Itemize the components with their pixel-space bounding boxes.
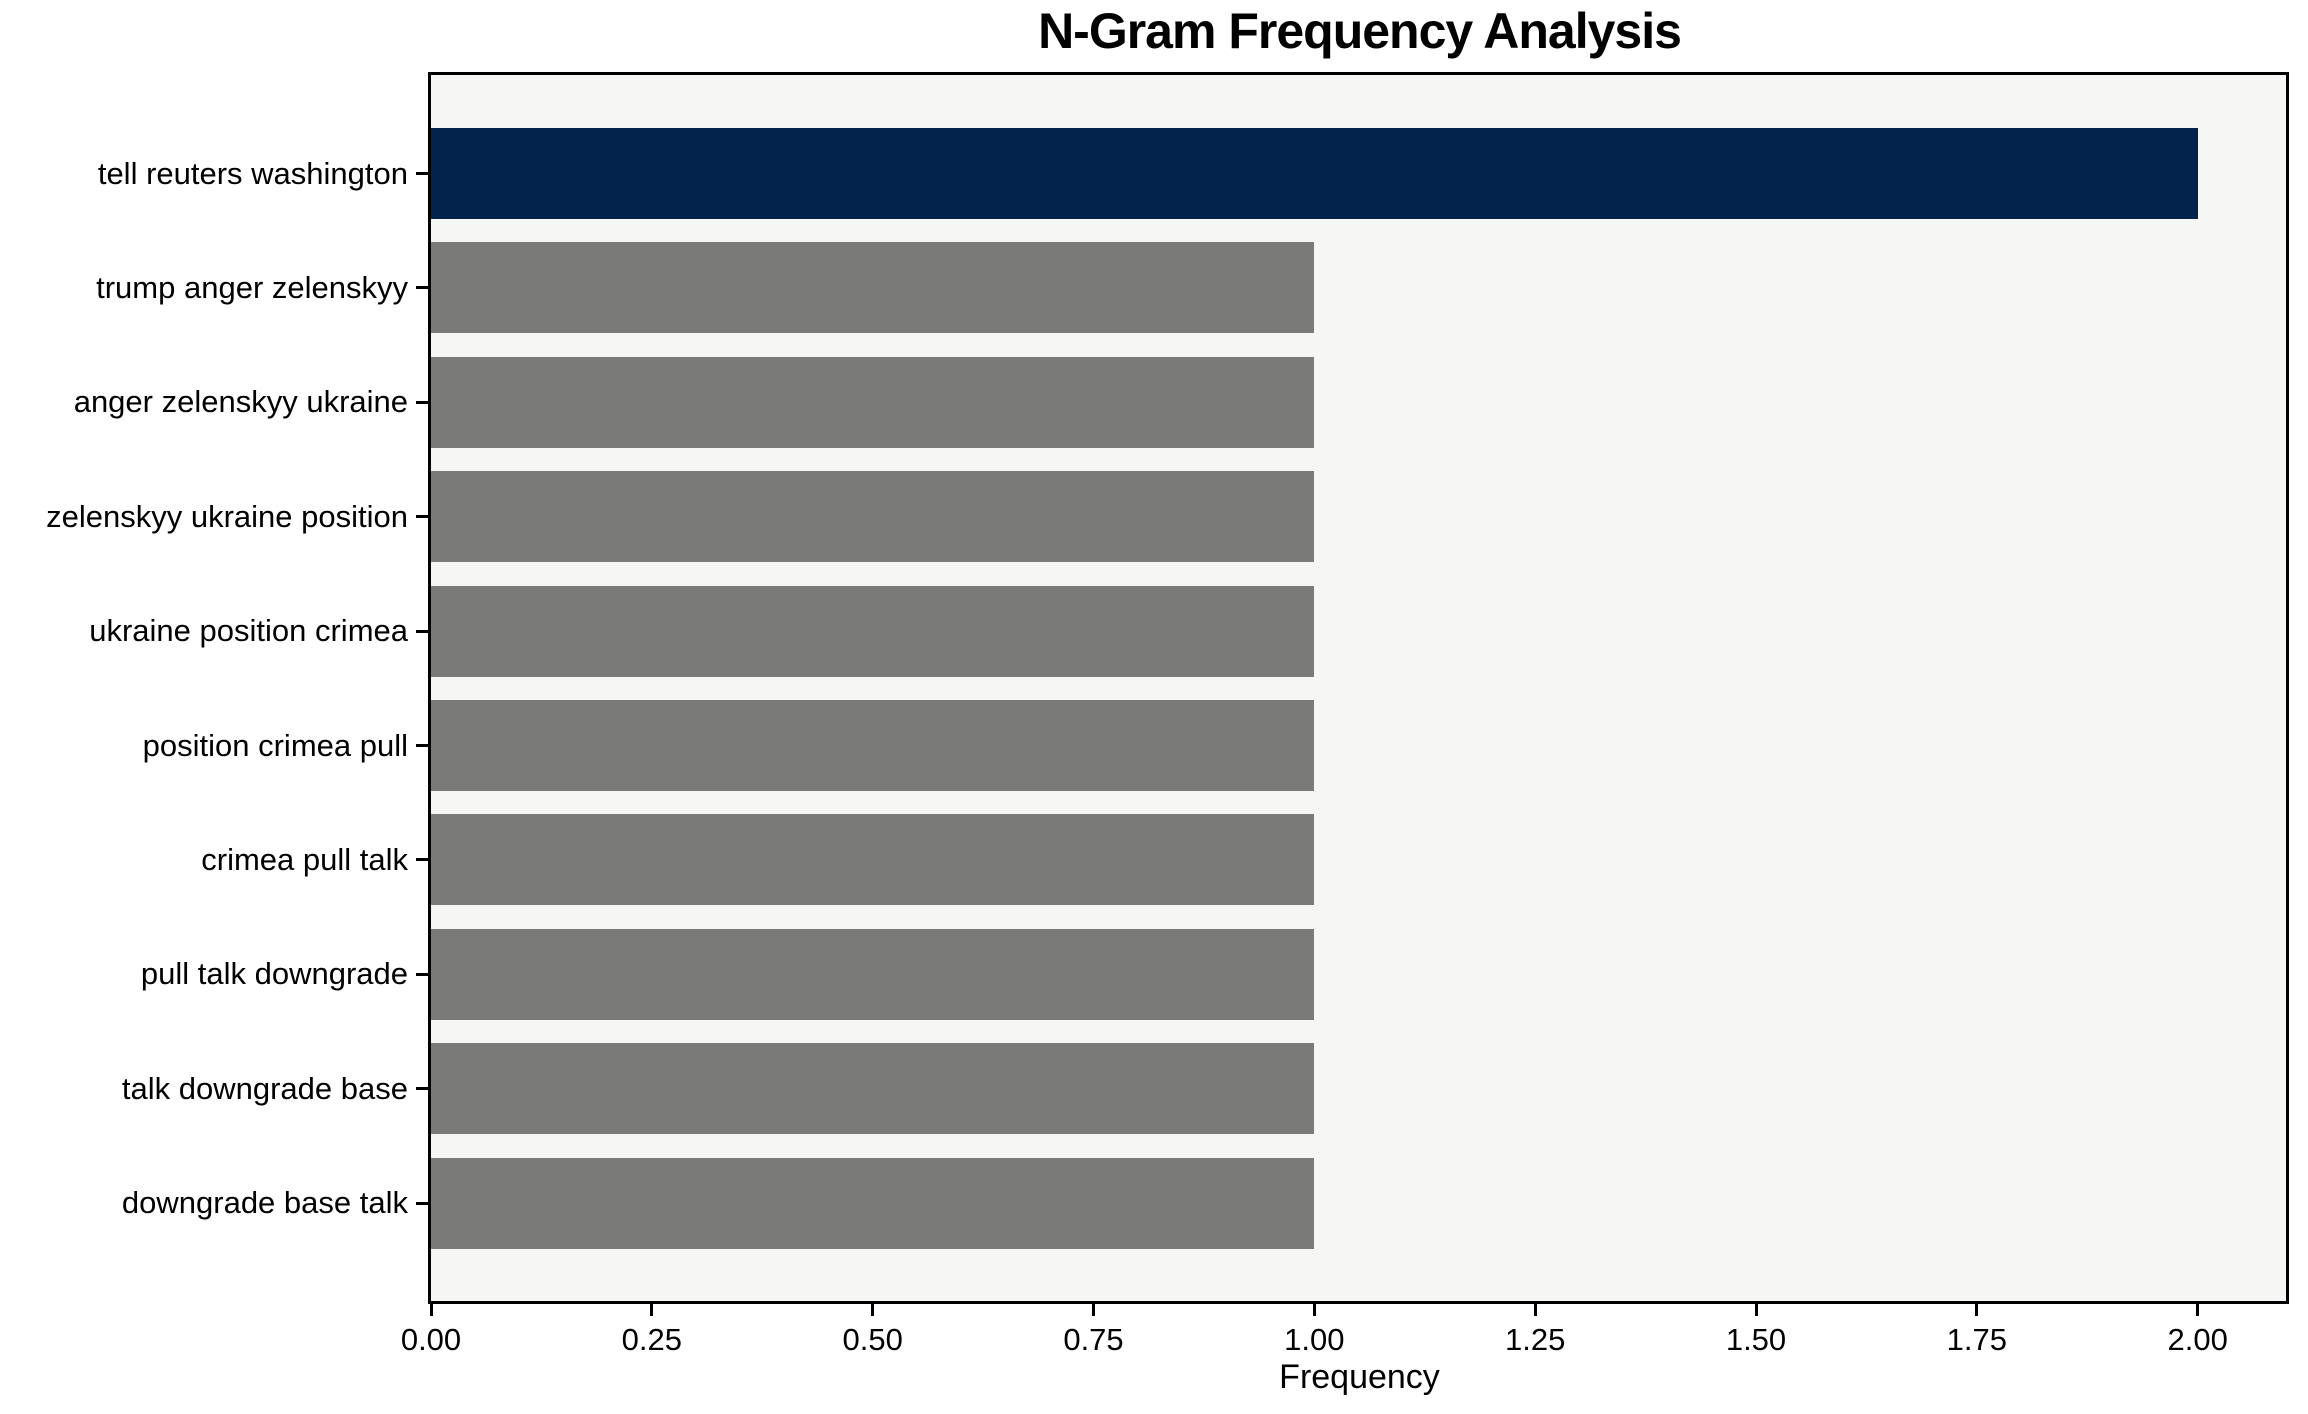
y-tick-mark-6 <box>416 858 428 862</box>
x-tick-label-5: 1.25 <box>1504 1322 1566 1357</box>
x-tick-label-8: 2.00 <box>2167 1322 2228 1357</box>
x-tick-label-7: 1.75 <box>1946 1322 2007 1357</box>
bar-2 <box>431 356 1314 448</box>
y-tick-mark-7 <box>416 972 428 976</box>
x-tick-mark-4 <box>1312 1304 1316 1316</box>
y-tick-mark-5 <box>416 744 428 747</box>
x-tick-mark-7 <box>1975 1304 1979 1316</box>
y-tick-mark-8 <box>416 1087 428 1091</box>
bar-1 <box>431 242 1314 334</box>
y-tick-label-6: crimea pull talk <box>201 841 408 877</box>
x-tick-label-2: 0.50 <box>842 1322 903 1357</box>
y-tick-mark-2 <box>416 400 428 404</box>
x-tick-label-0: 0.00 <box>400 1322 462 1357</box>
y-tick-mark-3 <box>416 515 428 519</box>
y-tick-label-3: zelenskyy ukraine position <box>46 498 408 534</box>
y-tick-label-4: ukraine position crimea <box>89 613 408 649</box>
bar-6 <box>431 814 1314 906</box>
y-tick-mark-1 <box>416 286 428 290</box>
x-tick-label-1: 0.25 <box>621 1322 682 1357</box>
y-tick-label-1: trump anger zelenskyy <box>96 269 408 305</box>
y-tick-mark-0 <box>416 172 428 175</box>
x-axis-label: Frequency <box>1279 1358 1440 1396</box>
x-tick-label-4: 1.00 <box>1284 1322 1345 1357</box>
x-tick-mark-1 <box>650 1304 654 1316</box>
bar-7 <box>431 928 1314 1020</box>
bar-9 <box>431 1157 1314 1249</box>
bar-4 <box>431 585 1314 677</box>
bar-0 <box>431 128 2198 219</box>
y-tick-label-5: position crimea pull <box>142 727 408 763</box>
y-tick-label-9: downgrade base talk <box>121 1185 408 1221</box>
y-tick-label-8: talk downgrade base <box>121 1070 408 1106</box>
x-tick-mark-6 <box>1754 1304 1758 1316</box>
y-tick-label-2: anger zelenskyy ukraine <box>73 384 408 420</box>
x-tick-mark-8 <box>2196 1304 2200 1316</box>
chart-title: N-Gram Frequency Analysis <box>1038 3 1682 59</box>
x-tick-mark-0 <box>429 1304 433 1316</box>
x-tick-mark-3 <box>1092 1304 1095 1316</box>
bar-3 <box>431 471 1314 563</box>
x-tick-label-6: 1.50 <box>1725 1322 1787 1357</box>
y-tick-mark-9 <box>416 1201 428 1205</box>
y-tick-label-7: pull talk downgrade <box>140 956 408 992</box>
y-tick-mark-4 <box>416 629 428 633</box>
plot-area <box>428 72 2289 1304</box>
bar-5 <box>431 700 1314 791</box>
x-tick-mark-2 <box>871 1304 875 1316</box>
x-tick-mark-5 <box>1533 1304 1537 1316</box>
x-tick-label-3: 0.75 <box>1063 1322 1124 1357</box>
y-tick-label-0: tell reuters washington <box>97 155 408 191</box>
bar-8 <box>431 1043 1314 1135</box>
